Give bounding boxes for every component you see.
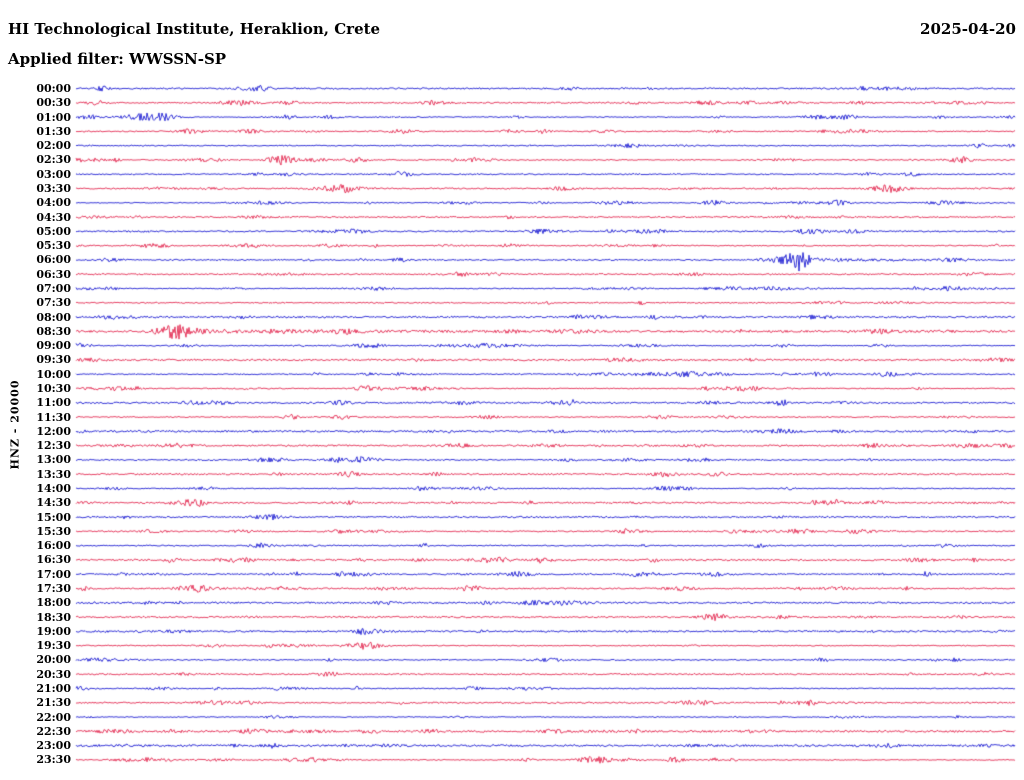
- trace-time-label: 11:00: [36, 396, 71, 410]
- trace-time-label: 08:30: [36, 324, 71, 338]
- trace-time-label: 03:30: [36, 181, 71, 195]
- trace-time-label: 05:00: [36, 224, 71, 238]
- trace-time-label: 12:30: [36, 439, 71, 453]
- trace-time-label: 22:30: [36, 724, 71, 738]
- trace-time-label: 02:00: [36, 139, 71, 153]
- time-labels-column: 00:00 00:30 01:00 01:30 02:00 02:30 03:00 03:30…: [0, 0, 72, 780]
- trace-time-label: 16:00: [36, 539, 71, 553]
- trace-time-label: 23:00: [36, 739, 71, 753]
- trace-time-label: 07:30: [36, 296, 71, 310]
- trace-time-label: 06:00: [36, 253, 71, 267]
- trace-time-label: 04:30: [36, 210, 71, 224]
- trace-time-label: 03:00: [36, 167, 71, 181]
- trace-time-label: 01:30: [36, 124, 71, 138]
- trace-time-label: 04:00: [36, 196, 71, 210]
- trace-time-label: 10:00: [36, 367, 71, 381]
- trace-time-label: 14:00: [36, 481, 71, 495]
- trace-time-label: 17:30: [36, 581, 71, 595]
- trace-time-label: 23:30: [36, 753, 71, 767]
- trace-time-label: 02:30: [36, 153, 71, 167]
- trace-time-label: 13:00: [36, 453, 71, 467]
- trace-time-label: 12:00: [36, 424, 71, 438]
- trace-time-label: 05:30: [36, 239, 71, 253]
- trace-time-label: 15:00: [36, 510, 71, 524]
- trace-time-label: 18:00: [36, 596, 71, 610]
- trace-time-label: 19:30: [36, 639, 71, 653]
- trace-time-label: 18:30: [36, 610, 71, 624]
- trace-time-label: 00:00: [36, 82, 71, 95]
- trace-time-label: 21:30: [36, 696, 71, 710]
- trace-time-label: 10:30: [36, 381, 71, 395]
- trace-time-label: 09:00: [36, 339, 71, 353]
- trace-time-label: 16:30: [36, 553, 71, 567]
- trace-time-label: 11:30: [36, 410, 71, 424]
- trace-time-label: 17:00: [36, 567, 71, 581]
- trace-time-label: 20:00: [36, 653, 71, 667]
- trace-time-label: 22:00: [36, 710, 71, 724]
- trace-time-label: 20:30: [36, 667, 71, 681]
- trace-time-label: 09:30: [36, 353, 71, 367]
- trace-time-label: 01:00: [36, 110, 71, 124]
- trace-time-label: 00:30: [36, 96, 71, 110]
- trace-time-label: 06:30: [36, 267, 71, 281]
- trace-time-label: 07:00: [36, 281, 71, 295]
- trace-time-label: 19:00: [36, 624, 71, 638]
- trace-time-label: 15:30: [36, 524, 71, 538]
- trace-time-label: 08:00: [36, 310, 71, 324]
- trace-time-label: 13:30: [36, 467, 71, 481]
- trace-time-label: 14:30: [36, 496, 71, 510]
- trace-time-label: 21:00: [36, 681, 71, 695]
